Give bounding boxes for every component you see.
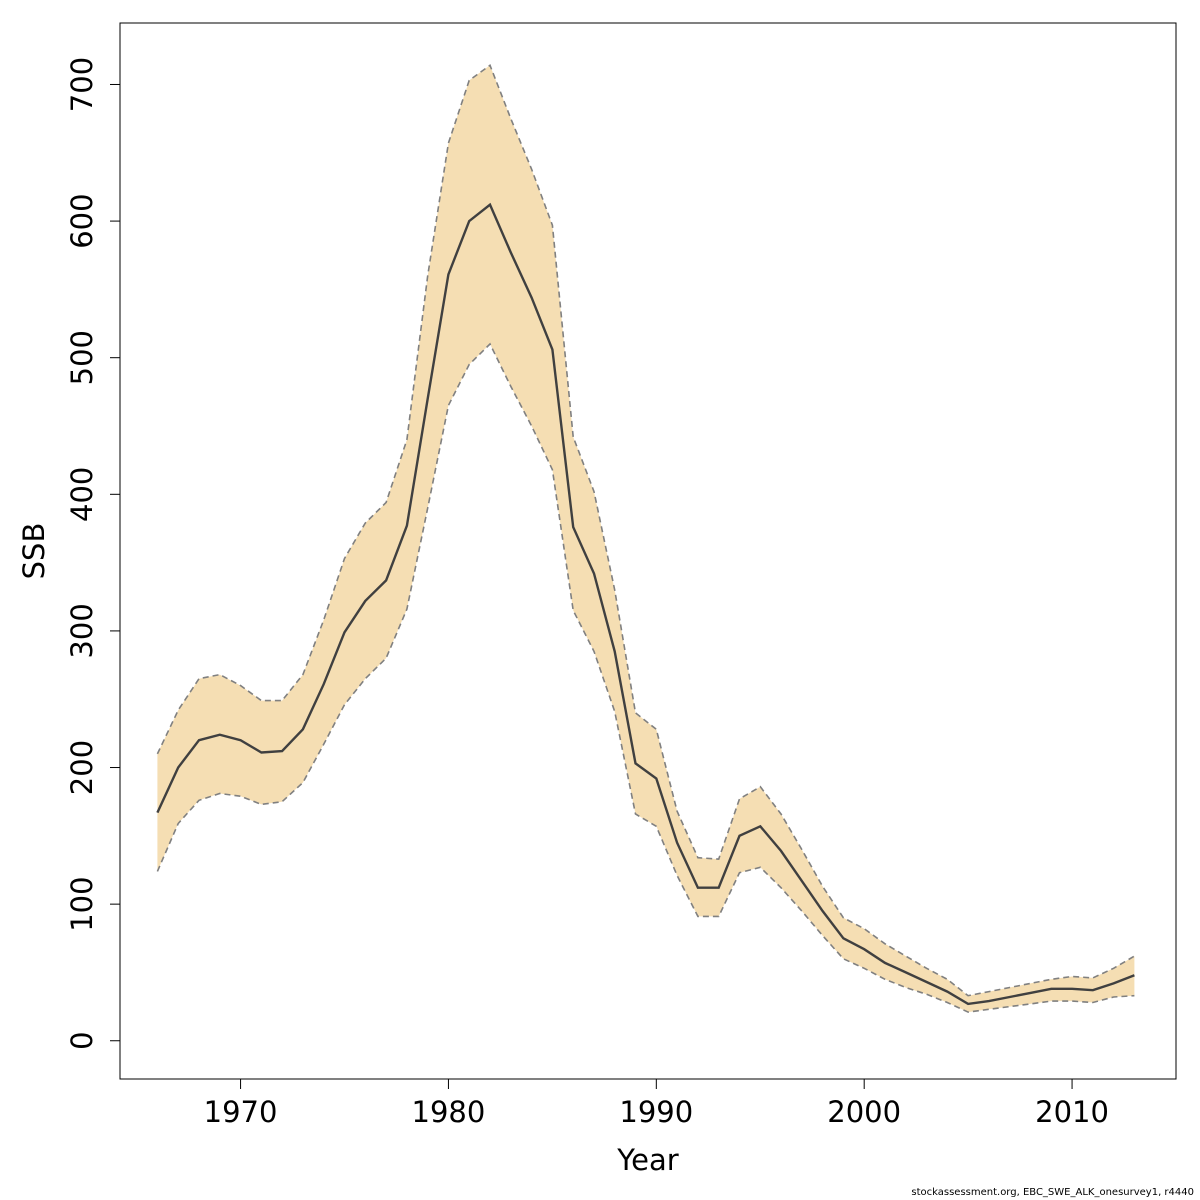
x-tick-label: 2000 [827,1095,901,1129]
series-layer [156,64,1135,1013]
x-tick-label: 1990 [619,1095,693,1129]
x-axis-title: Year [616,1143,678,1177]
confidence-band [157,65,1135,1013]
axis-layer: 1970 1980 1990 2000 2010 0 100 200 300 400 500 600 7… [65,57,1109,1129]
y-tick-label: 300 [65,603,99,658]
y-tick-label: 600 [65,193,99,248]
y-tick-label: 400 [65,467,99,522]
y-tick-label: 100 [65,876,99,931]
upper-bound-line [156,64,1135,997]
source-footnote: stockassessment.org, EBC_SWE_ALK_onesurv… [911,1187,1194,1198]
plot-frame [119,22,1177,1080]
x-tick-label: 1980 [412,1095,486,1129]
x-tick-label: 1970 [204,1095,278,1129]
y-tick-label: 0 [65,1031,99,1049]
lower-bound-line [156,342,1135,1013]
x-tick-label: 2010 [1035,1095,1109,1129]
y-axis-title: SSB [17,523,51,580]
y-tick-label: 200 [65,740,99,795]
confidence-band-layer [157,65,1135,1013]
y-tick-label: 700 [65,57,99,112]
y-tick-label: 500 [65,330,99,385]
ssb-estimate-line [156,202,1135,1006]
